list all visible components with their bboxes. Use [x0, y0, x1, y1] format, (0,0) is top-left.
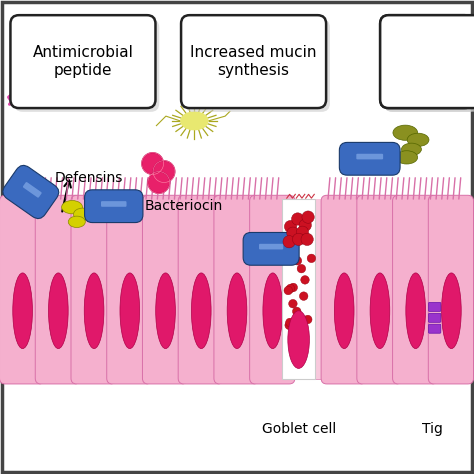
Circle shape: [286, 318, 294, 327]
Circle shape: [283, 236, 295, 248]
Circle shape: [282, 248, 291, 257]
Circle shape: [297, 332, 305, 341]
Circle shape: [291, 239, 300, 248]
Circle shape: [297, 264, 306, 273]
FancyBboxPatch shape: [428, 313, 441, 322]
Ellipse shape: [227, 273, 247, 348]
Circle shape: [289, 283, 298, 292]
Ellipse shape: [68, 216, 85, 228]
Circle shape: [296, 226, 309, 238]
Ellipse shape: [263, 273, 283, 348]
Ellipse shape: [13, 273, 32, 348]
Ellipse shape: [62, 201, 82, 214]
Text: Goblet cell: Goblet cell: [263, 422, 337, 436]
Circle shape: [286, 284, 295, 293]
Circle shape: [292, 213, 304, 225]
FancyBboxPatch shape: [143, 195, 188, 384]
FancyBboxPatch shape: [428, 324, 441, 333]
Ellipse shape: [334, 273, 354, 348]
Circle shape: [287, 227, 299, 239]
Text: Antimicrobial
peptide: Antimicrobial peptide: [33, 46, 133, 78]
FancyBboxPatch shape: [357, 195, 402, 384]
Text: Defensins: Defensins: [55, 171, 123, 185]
Circle shape: [307, 254, 316, 263]
FancyBboxPatch shape: [178, 195, 223, 384]
Circle shape: [293, 256, 301, 265]
FancyBboxPatch shape: [14, 19, 159, 112]
Ellipse shape: [370, 273, 390, 348]
FancyBboxPatch shape: [321, 195, 366, 384]
FancyBboxPatch shape: [107, 195, 152, 384]
FancyBboxPatch shape: [384, 19, 474, 112]
Ellipse shape: [84, 273, 104, 348]
Circle shape: [289, 327, 298, 336]
FancyBboxPatch shape: [384, 19, 474, 112]
FancyBboxPatch shape: [282, 199, 315, 379]
Ellipse shape: [155, 273, 175, 348]
Text: Increased mucin
synthesis: Increased mucin synthesis: [191, 46, 317, 78]
Ellipse shape: [73, 208, 92, 220]
FancyBboxPatch shape: [84, 190, 143, 223]
FancyBboxPatch shape: [0, 195, 45, 384]
Circle shape: [303, 315, 312, 324]
FancyBboxPatch shape: [339, 142, 400, 175]
Circle shape: [153, 161, 175, 182]
Circle shape: [301, 275, 309, 284]
FancyBboxPatch shape: [250, 195, 295, 384]
Circle shape: [283, 240, 291, 248]
Circle shape: [142, 153, 164, 174]
Circle shape: [297, 319, 306, 328]
Ellipse shape: [406, 273, 426, 348]
Ellipse shape: [191, 273, 211, 348]
FancyBboxPatch shape: [185, 19, 330, 112]
Circle shape: [297, 323, 306, 331]
Circle shape: [302, 211, 314, 223]
FancyBboxPatch shape: [380, 15, 473, 108]
Circle shape: [292, 307, 301, 316]
Ellipse shape: [393, 125, 418, 140]
FancyBboxPatch shape: [5, 199, 469, 379]
FancyBboxPatch shape: [392, 195, 438, 384]
Circle shape: [284, 220, 297, 233]
FancyBboxPatch shape: [23, 182, 42, 198]
Text: Bacteriocin: Bacteriocin: [145, 199, 223, 213]
Ellipse shape: [120, 273, 140, 348]
Circle shape: [289, 300, 297, 308]
Ellipse shape: [442, 273, 461, 348]
Circle shape: [285, 321, 293, 329]
FancyBboxPatch shape: [243, 232, 299, 265]
FancyBboxPatch shape: [214, 195, 259, 384]
FancyBboxPatch shape: [10, 15, 155, 108]
Circle shape: [148, 172, 170, 193]
FancyBboxPatch shape: [101, 201, 127, 207]
FancyBboxPatch shape: [380, 15, 474, 108]
Ellipse shape: [396, 151, 418, 164]
Circle shape: [299, 219, 311, 231]
Text: Tig: Tig: [422, 422, 443, 436]
FancyBboxPatch shape: [3, 165, 59, 219]
FancyBboxPatch shape: [35, 195, 81, 384]
Ellipse shape: [288, 311, 310, 368]
Circle shape: [301, 233, 313, 246]
FancyBboxPatch shape: [71, 195, 116, 384]
Ellipse shape: [180, 111, 209, 130]
Circle shape: [282, 244, 290, 252]
FancyBboxPatch shape: [428, 302, 441, 311]
Ellipse shape: [48, 273, 68, 348]
FancyBboxPatch shape: [259, 244, 283, 249]
Ellipse shape: [401, 143, 421, 155]
Circle shape: [284, 286, 292, 295]
Circle shape: [281, 237, 290, 246]
FancyBboxPatch shape: [428, 195, 474, 384]
Ellipse shape: [407, 133, 429, 146]
FancyBboxPatch shape: [181, 15, 326, 108]
Circle shape: [300, 292, 308, 301]
FancyBboxPatch shape: [356, 154, 383, 159]
Circle shape: [292, 233, 305, 246]
